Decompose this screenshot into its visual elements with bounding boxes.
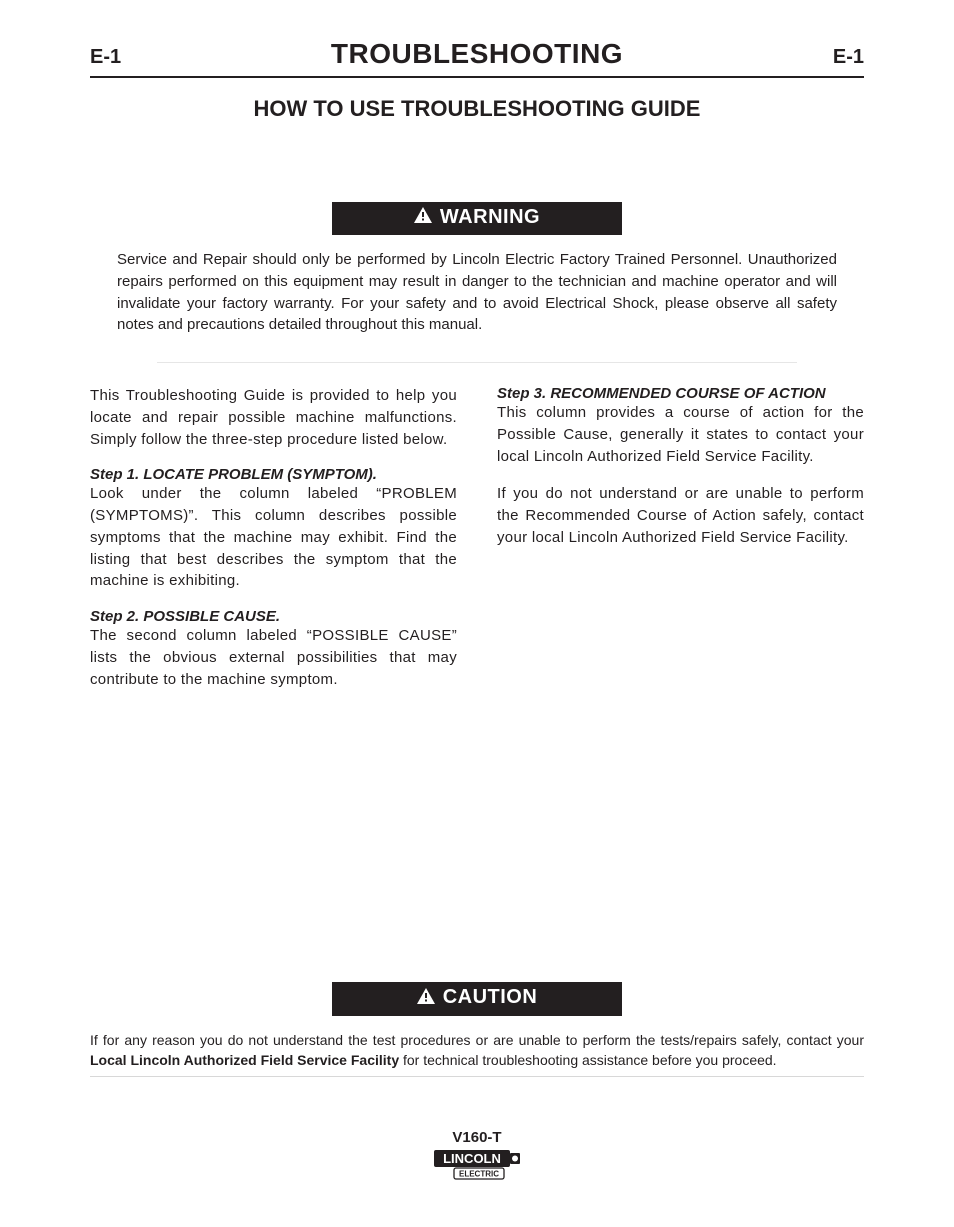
page: E-1 TROUBLESHOOTING E-1 HOW TO USE TROUB… xyxy=(0,0,954,1227)
caution-banner: CAUTION xyxy=(332,982,622,1015)
step2-paragraph: The second column labeled “POSSIBLE CAUS… xyxy=(90,625,457,690)
warning-text: Service and Repair should only be perfor… xyxy=(117,249,837,336)
page-number-right: E-1 xyxy=(833,46,864,69)
step3-paragraph: This column provides a course of action … xyxy=(497,402,864,467)
warning-icon xyxy=(414,206,432,229)
caution-icon xyxy=(417,987,435,1010)
page-title: TROUBLESHOOTING xyxy=(331,38,623,70)
left-column: This Troubleshooting Guide is provided t… xyxy=(90,385,457,690)
warning-label: WARNING xyxy=(440,206,540,228)
page-footer: V160-T LINCOLN ELECTRIC xyxy=(0,1129,954,1185)
divider-wrap xyxy=(90,362,864,363)
caution-text-pre: If for any reason you do not understand … xyxy=(90,1032,864,1048)
intro-paragraph: This Troubleshooting Guide is provided t… xyxy=(90,385,457,450)
step2-heading: Step 2. POSSIBLE CAUSE. xyxy=(90,608,457,625)
two-column-body: This Troubleshooting Guide is provided t… xyxy=(90,385,864,690)
lincoln-logo: LINCOLN ELECTRIC xyxy=(434,1150,520,1185)
step3-heading: Step 3. RECOMMENDED COURSE OF ACTION xyxy=(497,385,864,402)
right-column: Step 3. RECOMMENDED COURSE OF ACTION Thi… xyxy=(497,385,864,690)
caution-text: If for any reason you do not understand … xyxy=(90,1030,864,1078)
caution-label: CAUTION xyxy=(443,986,538,1008)
step1-paragraph: Look under the column labeled “PROBLEM (… xyxy=(90,483,457,592)
caution-text-bold: Local Lincoln Authorized Field Service F… xyxy=(90,1052,399,1068)
logo-top-text: LINCOLN xyxy=(443,1151,501,1166)
page-subtitle: HOW TO USE TROUBLESHOOTING GUIDE xyxy=(90,96,864,122)
divider xyxy=(157,362,797,363)
step3-note: If you do not understand or are unable t… xyxy=(497,483,864,548)
page-number-left: E-1 xyxy=(90,46,121,69)
caution-block: CAUTION If for any reason you do not und… xyxy=(90,982,864,1077)
caution-text-post: for technical troubleshooting assistance… xyxy=(399,1052,776,1068)
logo-bottom-text: ELECTRIC xyxy=(459,1170,499,1179)
warning-banner: WARNING xyxy=(332,202,622,235)
page-header: E-1 TROUBLESHOOTING E-1 xyxy=(90,38,864,78)
step1-heading: Step 1. LOCATE PROBLEM (SYMPTOM). xyxy=(90,466,457,483)
model-label: V160-T xyxy=(0,1129,954,1146)
